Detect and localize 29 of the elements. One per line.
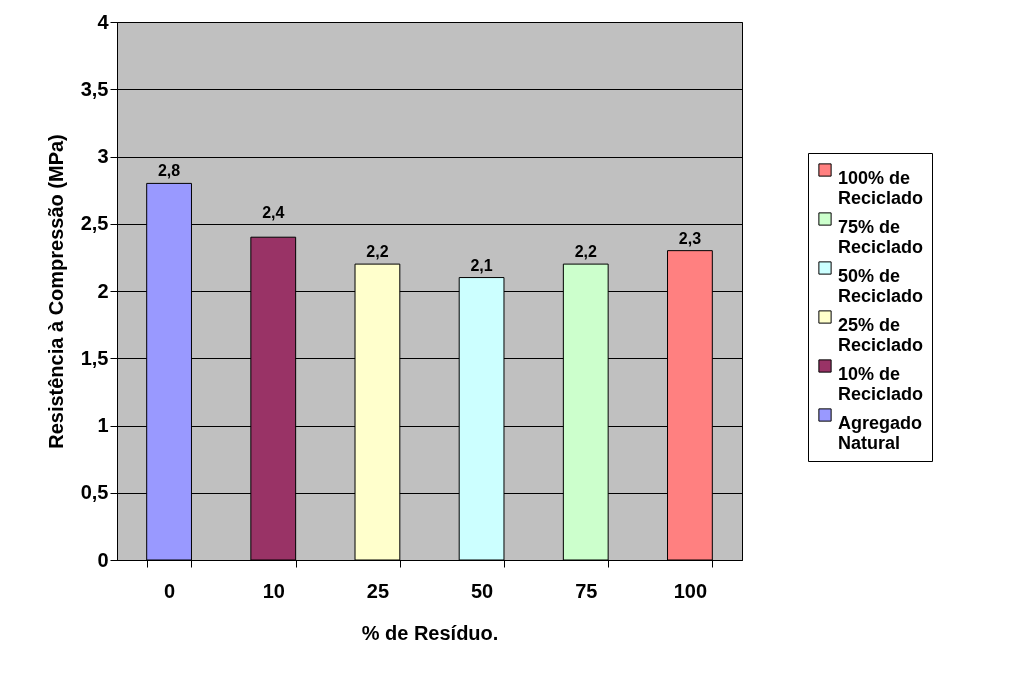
y-tick-label: 0,5 — [80, 481, 109, 504]
y-tick-label: 4 — [97, 10, 110, 33]
legend-label: 100% de Reciclado — [838, 168, 924, 208]
y-tick-label: 3,5 — [80, 77, 109, 100]
y-tick-label: 2,5 — [80, 212, 109, 235]
legend-label: 10% de Reciclado — [838, 364, 924, 404]
y-axis-title: Resistência à Compressão (MPa) — [44, 134, 67, 449]
data-label: 2,3 — [678, 229, 702, 247]
data-label: 2,2 — [574, 243, 597, 261]
y-tick-label: 0 — [97, 548, 109, 571]
y-tick-label: 1 — [97, 414, 109, 436]
data-label: 2,4 — [262, 203, 285, 221]
data-label: 2,2 — [366, 243, 389, 261]
y-tick-label: 1,5 — [80, 346, 109, 369]
legend-label: 50% de Reciclado — [838, 266, 924, 306]
x-axis-title: % de Resíduo. — [361, 621, 499, 644]
data-label: 2,1 — [470, 256, 493, 274]
y-tick-label: 3 — [97, 145, 109, 167]
legend-label: 25% de Reciclado — [838, 315, 924, 355]
legend-label: 75% de Reciclado — [838, 217, 924, 257]
data-label: 2,8 — [157, 162, 181, 180]
x-tick-label: 25 — [366, 579, 390, 602]
x-tick-label: 100 — [673, 579, 708, 602]
x-tick-label: 50 — [470, 579, 494, 602]
x-tick-label: 75 — [575, 579, 598, 602]
legend-label: Agregado Natural — [838, 413, 923, 453]
x-tick-label: 10 — [262, 579, 285, 602]
y-tick-label: 2 — [97, 279, 109, 302]
x-tick-label: 0 — [164, 579, 176, 602]
